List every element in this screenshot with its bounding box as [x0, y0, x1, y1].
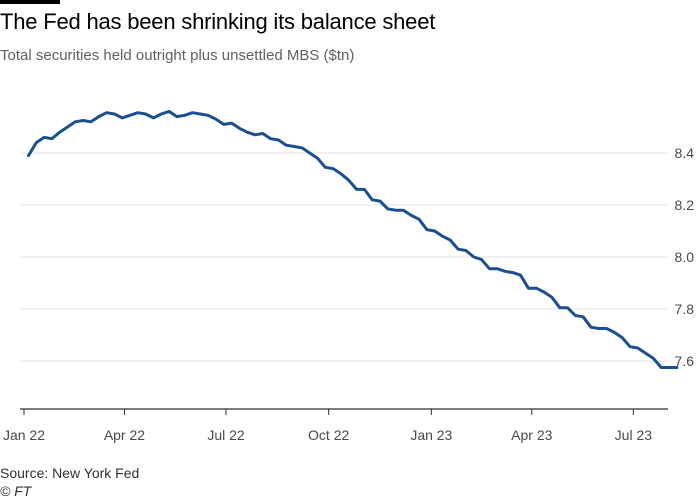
y-axis-labels: 7.6 7.8 8.0 8.2 8.4: [675, 145, 695, 369]
series-line-0: [27, 109, 679, 369]
x-tick-label: Jul 23: [615, 427, 653, 443]
y-tick-label: 7.6: [675, 353, 695, 369]
x-tick-label: Jan 22: [3, 427, 45, 443]
gridlines: [20, 152, 668, 362]
y-tick-label: 8.4: [675, 145, 695, 161]
y-tick-label: 8.2: [675, 197, 695, 213]
brand-bar: [0, 0, 60, 4]
series-layer: [27, 109, 679, 369]
x-tick-label: Apr 22: [104, 427, 145, 443]
x-tick-label: Jan 23: [410, 427, 452, 443]
chart-title: The Fed has been shrinking its balance s…: [0, 9, 436, 34]
y-tick-label: 7.8: [675, 301, 695, 317]
source-note: Source: New York Fed: [0, 465, 140, 481]
line-chart: Jan 22 Apr 22 Jul 22 Oct 22 Jan 23 Apr 23 Jul …: [3, 109, 695, 443]
credit-note: © FT: [0, 483, 32, 499]
chart-subtitle: Total securities held outright plus unse…: [0, 47, 355, 64]
y-tick-label: 8.0: [675, 249, 695, 265]
x-tick-label: Jul 22: [207, 427, 245, 443]
x-axis: Jan 22 Apr 22 Jul 22 Oct 22 Jan 23 Apr 23 Jul …: [3, 408, 668, 443]
x-tick-label: Apr 23: [511, 427, 552, 443]
x-tick-label: Oct 22: [308, 427, 349, 443]
